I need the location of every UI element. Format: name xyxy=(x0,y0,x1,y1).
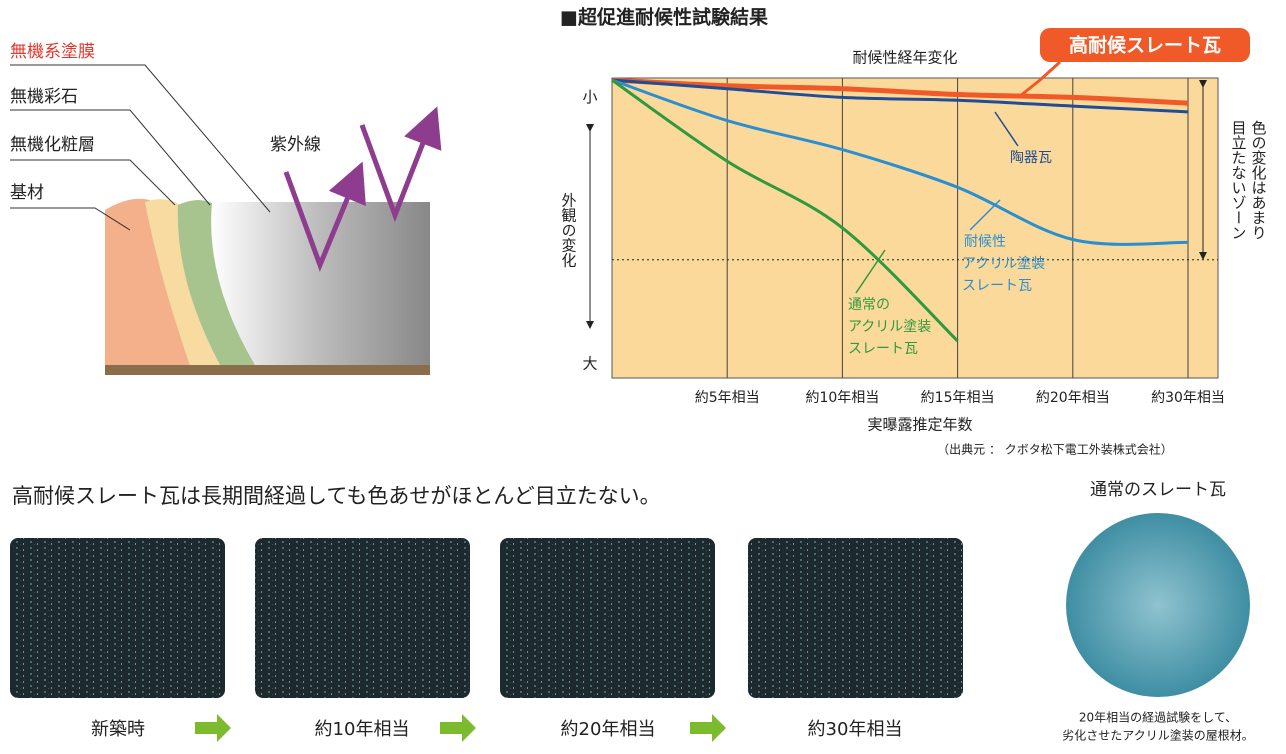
layer-label: 無機系塗膜 xyxy=(10,41,95,62)
x-tick-label: 約15年相当 xyxy=(921,390,995,406)
y-tick-label: 小 xyxy=(582,88,597,106)
zone-label: 目立たないゾーン xyxy=(1230,120,1248,240)
callout-pointer xyxy=(1019,60,1062,98)
zone-label: 色の変化はあまり xyxy=(1250,120,1268,240)
layer-label: 無機彩石 xyxy=(10,87,78,107)
y-tick-label: 大 xyxy=(582,355,597,373)
x-tick-label: 約30年相当 xyxy=(1151,390,1225,406)
x-tick-label: 約5年相当 xyxy=(695,390,760,406)
callout-box xyxy=(1040,28,1250,62)
reference-caption: 20年相当の経過試験をして、 xyxy=(1079,710,1237,725)
uv-label: 紫外線 xyxy=(270,135,321,155)
y-axis-title: 外観の変化 xyxy=(560,193,578,268)
series-line xyxy=(611,77,1189,106)
series-label: 陶器瓦 xyxy=(1010,150,1052,166)
headline: 高耐候スレート瓦は長期間経過しても色あせがほとんど目立たない。 xyxy=(12,484,661,508)
plot-area xyxy=(611,77,1219,379)
series-line xyxy=(611,78,1189,246)
stage-label: 約30年相当 xyxy=(808,719,903,740)
legend-label: 高耐候スレート瓦 xyxy=(1069,34,1221,57)
label-pointer xyxy=(969,199,1001,231)
stage-label: 新築時 xyxy=(91,719,145,740)
label-pointer xyxy=(994,111,1019,147)
stage-label: 約10年相当 xyxy=(315,719,410,740)
reference-caption: 劣化させたアクリル塗装の屋根材。 xyxy=(1062,728,1253,743)
series-line xyxy=(611,78,1189,114)
x-tick-label: 約10年相当 xyxy=(805,390,879,406)
chart-title: ■超促進耐候性試験結果 xyxy=(560,6,768,29)
layer-diagram xyxy=(10,64,442,375)
series-label: 耐候性アクリル塗装スレート瓦 xyxy=(962,234,1045,294)
x-axis-title: 実曝露推定年数 xyxy=(867,416,972,434)
stage-label: 約20年相当 xyxy=(561,719,656,740)
reference-title: 通常のスレート瓦 xyxy=(1090,480,1226,500)
series-label: 通常のアクリル塗装スレート瓦 xyxy=(848,297,931,357)
photos xyxy=(10,513,1250,742)
chart-subtitle: 耐候性経年変化 xyxy=(852,49,957,67)
source: （出典元 ： クボタ松下電工外装株式会社） xyxy=(937,442,1173,457)
layer-label: 基材 xyxy=(10,183,44,203)
label-pointer xyxy=(855,249,886,294)
x-tick-label: 約20年相当 xyxy=(1036,390,1110,406)
layer-label: 無機化粧層 xyxy=(10,135,95,155)
series-line xyxy=(611,78,959,343)
